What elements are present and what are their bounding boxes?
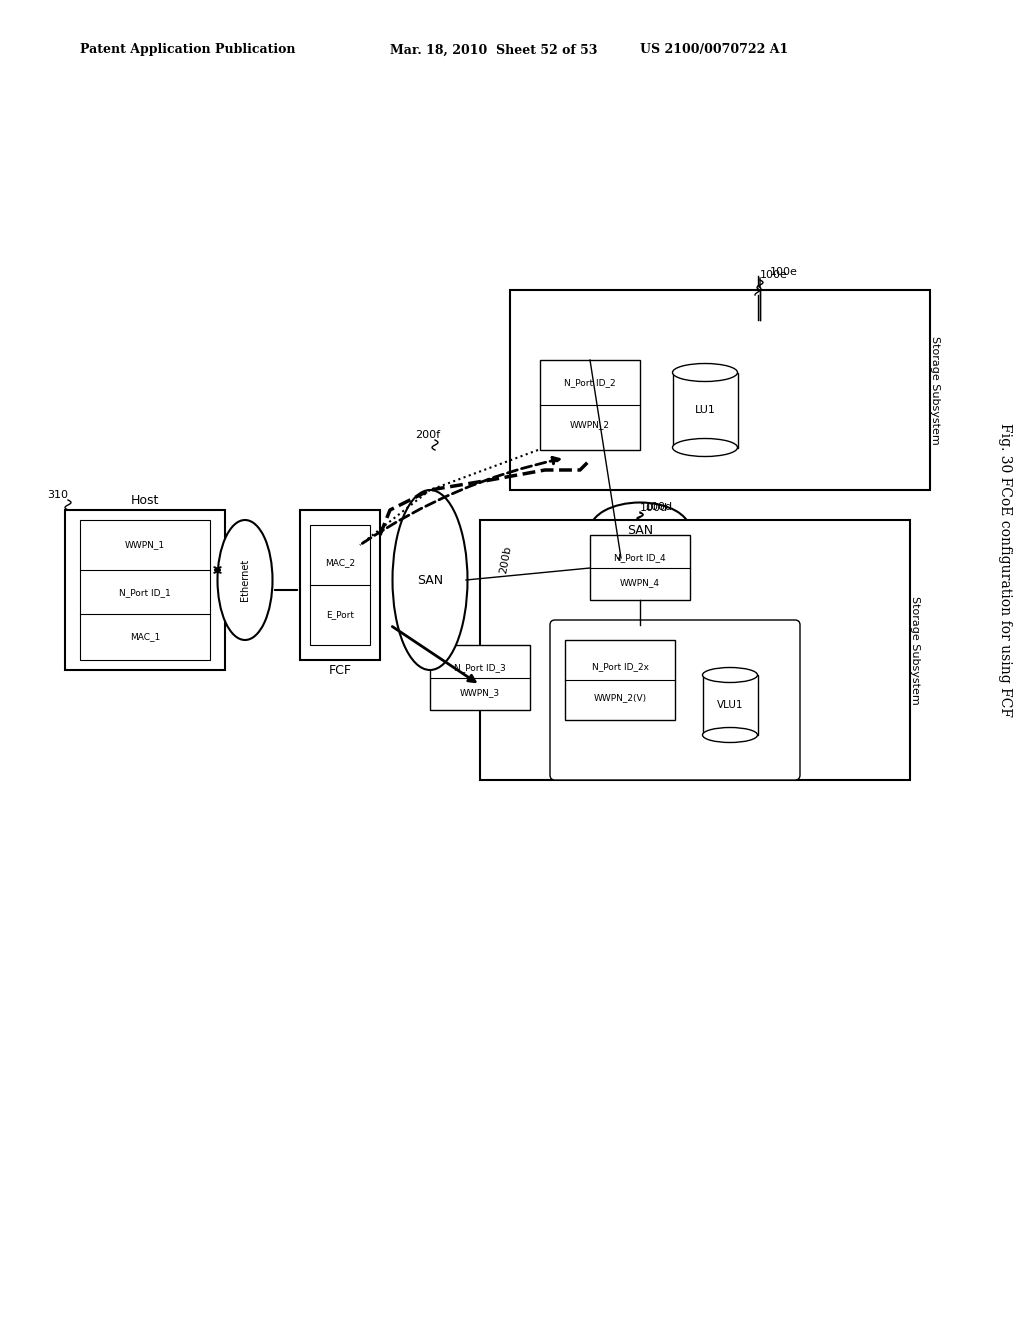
FancyBboxPatch shape (310, 525, 370, 645)
Ellipse shape (702, 668, 758, 682)
Text: MAC_1: MAC_1 (130, 632, 160, 642)
FancyBboxPatch shape (430, 645, 530, 710)
Text: N_Port ID_4: N_Port ID_4 (614, 553, 666, 562)
Text: 100d: 100d (645, 502, 673, 512)
Text: SAN: SAN (627, 524, 653, 536)
FancyBboxPatch shape (565, 640, 675, 719)
Text: 200b: 200b (498, 545, 513, 574)
Text: VLU1: VLU1 (717, 700, 743, 710)
Text: N_Port ID_2: N_Port ID_2 (564, 379, 615, 388)
Text: 100e: 100e (770, 267, 798, 277)
Ellipse shape (217, 520, 272, 640)
FancyBboxPatch shape (540, 360, 640, 450)
Text: 310: 310 (47, 490, 68, 500)
FancyBboxPatch shape (702, 675, 758, 735)
Text: Storage Subsystem: Storage Subsystem (910, 595, 920, 705)
Text: WWPN_4: WWPN_4 (620, 578, 660, 587)
Text: WWPN_3: WWPN_3 (460, 689, 500, 697)
Text: SAN: SAN (417, 573, 443, 586)
Ellipse shape (590, 503, 690, 557)
FancyBboxPatch shape (590, 535, 690, 601)
Ellipse shape (673, 363, 737, 381)
Text: N_Port ID_1: N_Port ID_1 (119, 589, 171, 598)
FancyBboxPatch shape (65, 510, 225, 671)
Text: US 2100/0070722 A1: US 2100/0070722 A1 (640, 44, 788, 57)
FancyBboxPatch shape (550, 620, 800, 780)
Text: Fig. 30 FCoE configuration for using FCF: Fig. 30 FCoE configuration for using FCF (998, 422, 1012, 717)
Text: 100d: 100d (640, 503, 668, 513)
FancyBboxPatch shape (673, 372, 737, 447)
Text: N_Port ID_2x: N_Port ID_2x (592, 663, 648, 672)
Ellipse shape (392, 490, 468, 671)
Text: E_Port: E_Port (326, 610, 354, 619)
Ellipse shape (673, 438, 737, 457)
Text: LU1: LU1 (694, 405, 716, 414)
Text: Patent Application Publication: Patent Application Publication (80, 44, 296, 57)
FancyBboxPatch shape (510, 290, 930, 490)
Text: Host: Host (131, 494, 159, 507)
Text: 100e: 100e (760, 271, 787, 280)
Text: 200f: 200f (415, 430, 440, 440)
Text: Storage Subsystem: Storage Subsystem (930, 335, 940, 445)
Text: WWPN_2: WWPN_2 (570, 421, 610, 429)
Text: N_Port ID_3: N_Port ID_3 (454, 664, 506, 672)
Text: MAC_2: MAC_2 (325, 558, 355, 568)
Text: Mar. 18, 2010  Sheet 52 of 53: Mar. 18, 2010 Sheet 52 of 53 (390, 44, 597, 57)
Text: Ethernet: Ethernet (240, 558, 250, 601)
Text: WWPN_1: WWPN_1 (125, 540, 165, 549)
FancyBboxPatch shape (80, 520, 210, 660)
Text: WWPN_2(V): WWPN_2(V) (594, 693, 646, 702)
FancyBboxPatch shape (300, 510, 380, 660)
FancyBboxPatch shape (480, 520, 910, 780)
Ellipse shape (702, 727, 758, 742)
Text: FCF: FCF (329, 664, 351, 676)
